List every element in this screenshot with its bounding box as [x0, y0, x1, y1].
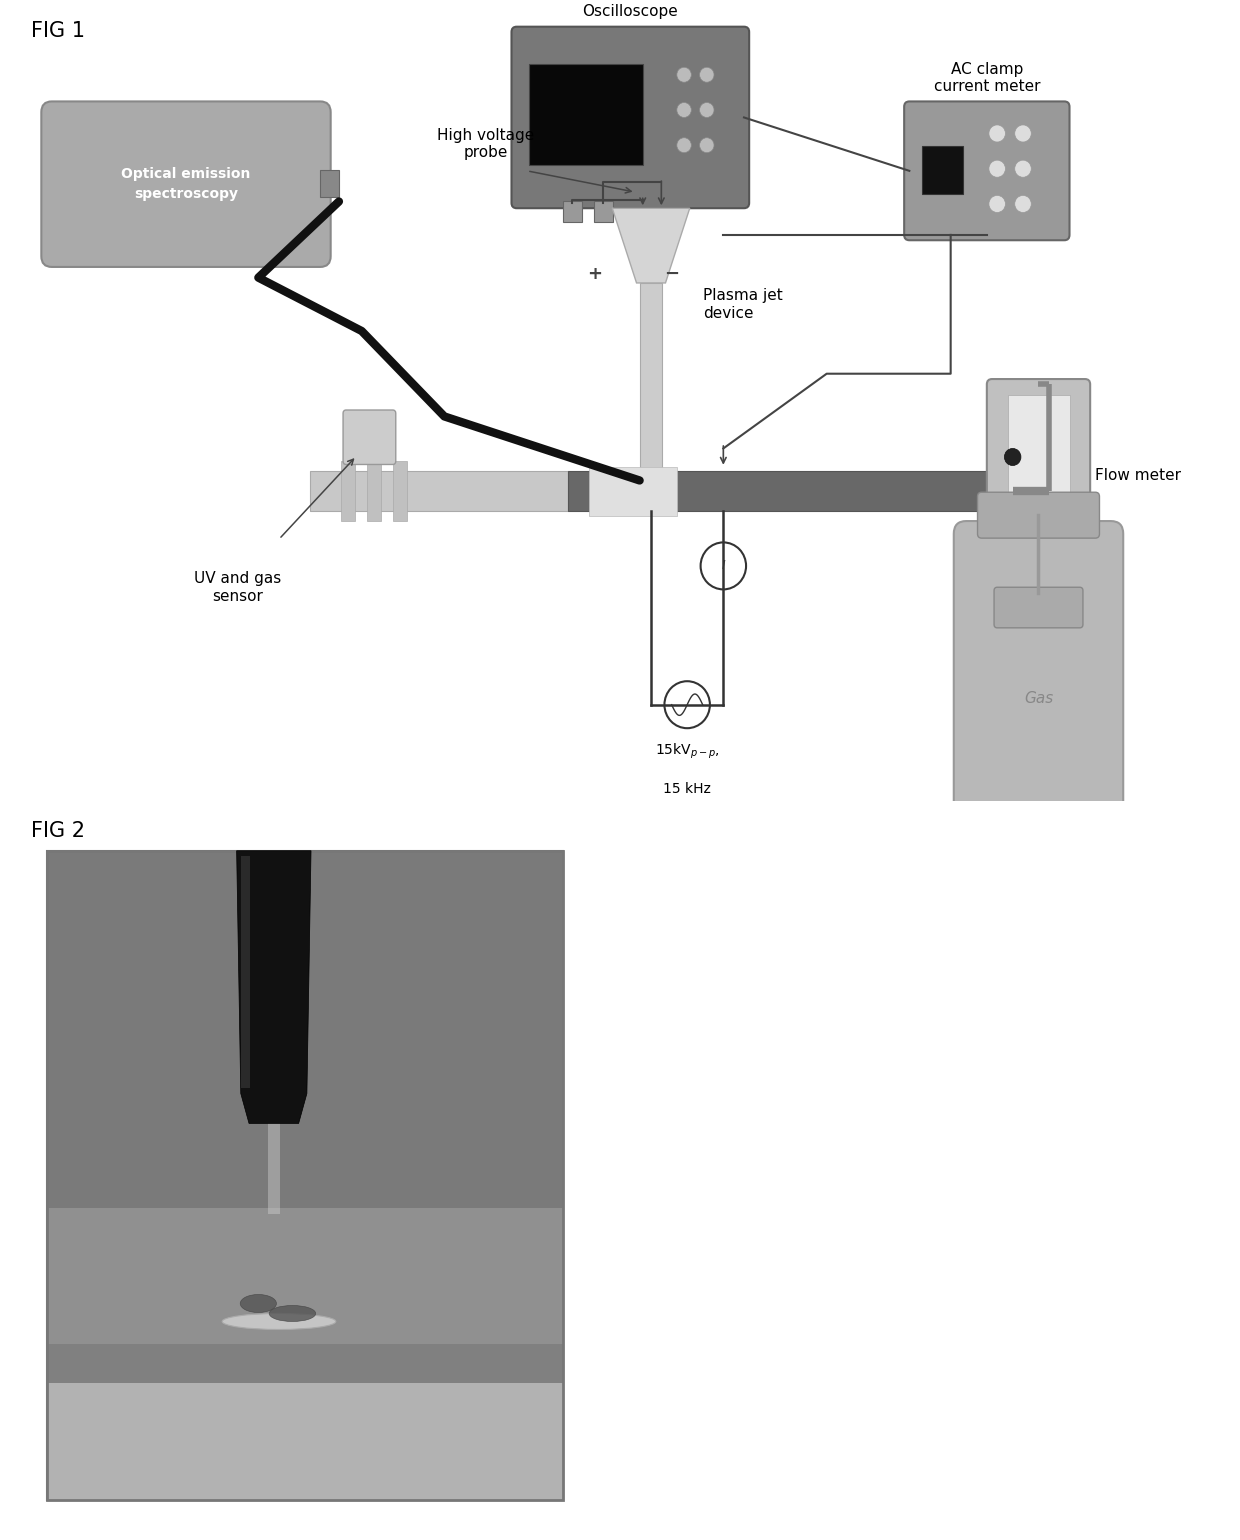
Circle shape: [990, 196, 1006, 213]
FancyBboxPatch shape: [343, 410, 396, 465]
Bar: [589, 467, 677, 516]
FancyBboxPatch shape: [41, 102, 331, 266]
Text: Plasma jet
device: Plasma jet device: [703, 288, 782, 320]
Text: −: −: [665, 265, 680, 283]
Text: Oscilloscope: Oscilloscope: [583, 5, 678, 18]
Bar: [47, 850, 563, 1500]
Circle shape: [1004, 448, 1021, 465]
Bar: [47, 850, 563, 1207]
Bar: [393, 462, 407, 521]
Bar: [1007, 562, 1069, 593]
Bar: [47, 850, 563, 1500]
Circle shape: [677, 137, 692, 152]
Circle shape: [1014, 160, 1032, 177]
Circle shape: [699, 137, 714, 152]
Ellipse shape: [241, 1295, 277, 1312]
Bar: [563, 200, 582, 222]
Ellipse shape: [269, 1306, 316, 1321]
Text: Gas: Gas: [1024, 691, 1053, 705]
Bar: [320, 171, 339, 197]
Bar: [640, 283, 662, 496]
FancyBboxPatch shape: [954, 521, 1123, 845]
FancyBboxPatch shape: [511, 26, 749, 208]
FancyBboxPatch shape: [994, 587, 1083, 628]
Circle shape: [677, 103, 692, 117]
Circle shape: [990, 125, 1006, 142]
Text: High voltage
probe: High voltage probe: [436, 128, 534, 160]
Ellipse shape: [222, 1314, 336, 1329]
Bar: [310, 471, 568, 511]
Bar: [47, 1207, 563, 1344]
Polygon shape: [237, 850, 311, 1124]
Bar: [268, 1124, 280, 1215]
Circle shape: [699, 103, 714, 117]
Circle shape: [990, 160, 1006, 177]
Bar: [47, 1344, 563, 1383]
Bar: [594, 200, 613, 222]
Text: Flow meter: Flow meter: [1095, 468, 1182, 482]
Text: UV and gas
sensor: UV and gas sensor: [193, 571, 281, 604]
FancyBboxPatch shape: [977, 493, 1100, 537]
Circle shape: [1014, 196, 1032, 213]
Bar: [1007, 396, 1069, 507]
FancyBboxPatch shape: [904, 102, 1069, 240]
Circle shape: [677, 68, 692, 82]
Text: I: I: [722, 559, 725, 573]
Text: Optical emission
spectroscopy: Optical emission spectroscopy: [122, 168, 250, 200]
Circle shape: [1014, 125, 1032, 142]
Bar: [47, 1383, 563, 1500]
Circle shape: [665, 681, 709, 728]
FancyBboxPatch shape: [987, 379, 1090, 571]
Text: AC clamp
current meter: AC clamp current meter: [934, 62, 1040, 94]
Text: 15kV$_{p-p}$,: 15kV$_{p-p}$,: [655, 742, 719, 761]
Text: 15 kHz: 15 kHz: [663, 782, 711, 796]
Circle shape: [699, 68, 714, 82]
Text: +: +: [587, 265, 601, 283]
Bar: [47, 850, 563, 1500]
Bar: [921, 146, 963, 194]
Text: FIG 1: FIG 1: [31, 22, 86, 42]
Bar: [367, 462, 382, 521]
Polygon shape: [613, 208, 689, 283]
Bar: [568, 471, 1013, 511]
Bar: [529, 65, 642, 165]
Bar: [341, 462, 356, 521]
Circle shape: [701, 542, 746, 590]
Bar: [241, 856, 250, 1089]
Text: FIG 2: FIG 2: [31, 821, 86, 841]
